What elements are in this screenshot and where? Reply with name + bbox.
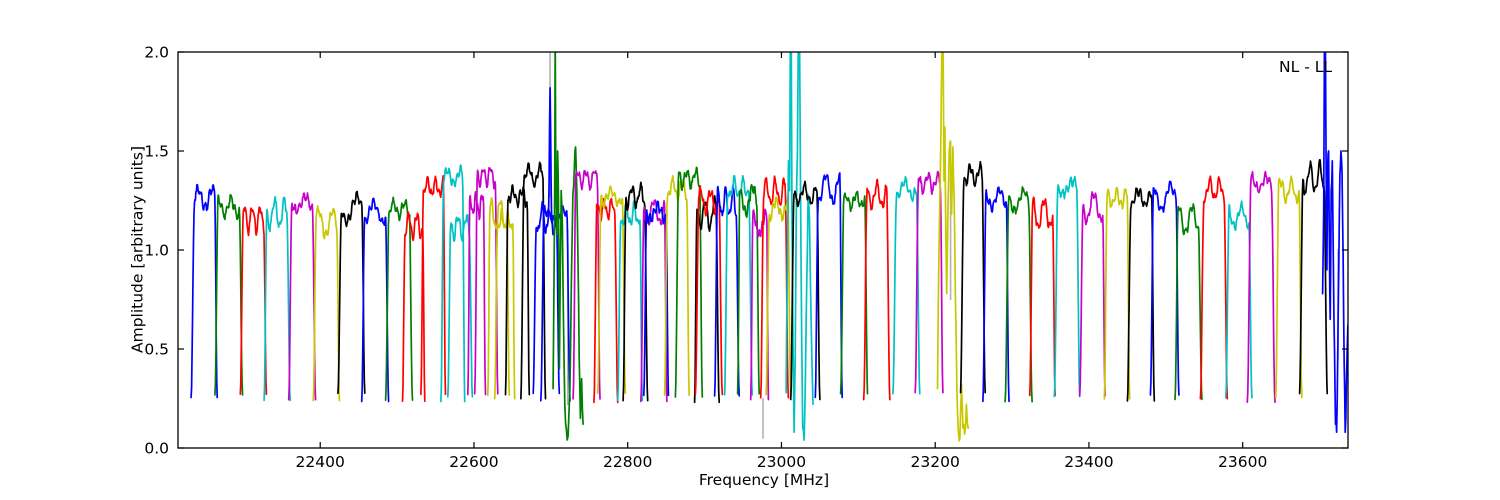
y-tick-label: 1.5 [144, 143, 169, 161]
subband-curve [1028, 196, 1056, 397]
subband-curve [1004, 186, 1033, 403]
x-tick-label: 23000 [757, 453, 806, 471]
subband-curve [446, 214, 474, 398]
subband-curve [1174, 203, 1203, 401]
x-tick-label: 23200 [911, 453, 960, 471]
subband-curve [440, 164, 466, 403]
subband-curve [749, 208, 770, 401]
subband-curve [1053, 175, 1081, 398]
subband-curve [360, 197, 390, 403]
subband-curve [839, 190, 869, 395]
subband-curve [539, 204, 571, 402]
subband-curve [239, 206, 268, 396]
y-tick-label: 0.5 [144, 341, 169, 359]
subband-curve [214, 193, 244, 396]
subband-curve [1298, 158, 1329, 395]
subband-curve [287, 192, 317, 401]
x-axis-label: Frequency [MHz] [698, 471, 830, 489]
subband-curve [759, 175, 790, 399]
subband-curve [1126, 187, 1156, 402]
subband-curve [190, 183, 219, 399]
subband-curve [1103, 186, 1131, 400]
subband-curve [642, 200, 670, 397]
subband-curve [1078, 191, 1106, 397]
subband-curve [1224, 200, 1253, 399]
subband-curve [312, 204, 341, 402]
subband-curve [785, 52, 814, 441]
subband-curve [765, 195, 792, 396]
subband-curve [982, 186, 1010, 403]
subband-curve [814, 172, 844, 399]
subband-curve [520, 161, 547, 400]
subband-curve [862, 178, 891, 401]
subband-curve [914, 170, 944, 394]
subband-curve [596, 185, 627, 395]
subband-curve [1321, 52, 1348, 434]
subband-curve [1149, 180, 1180, 396]
subband-curve [959, 160, 987, 394]
subband-curve [736, 184, 761, 395]
subband-curve [1199, 175, 1229, 400]
subband-curve [552, 52, 584, 441]
subband-curve [622, 181, 649, 402]
subband-curve [936, 52, 970, 442]
subband-curve [674, 166, 704, 398]
x-tick-label: 23400 [1064, 453, 1113, 471]
subband-curve [1274, 175, 1303, 399]
x-tick-label: 22800 [603, 453, 652, 471]
subband-curve [401, 211, 426, 403]
subband-curve [572, 169, 601, 400]
subband-curve [263, 195, 292, 402]
subband-curve [616, 200, 644, 402]
y-tick-label: 0.0 [144, 440, 169, 458]
axis-ticks [178, 51, 1348, 449]
subband-curve [593, 197, 619, 404]
subband-curve [789, 180, 821, 401]
subband-curve [663, 174, 691, 397]
subband-curve [420, 175, 447, 396]
subband-curve [473, 166, 499, 395]
subband-curve [892, 175, 921, 395]
y-tick-label: 2.0 [144, 44, 169, 62]
subband-curve [1246, 170, 1276, 404]
spectrum-curves [190, 52, 1348, 442]
subband-curve [384, 196, 414, 401]
subband-curve [504, 184, 531, 396]
subband-curve [337, 190, 366, 395]
x-tick-label: 22600 [449, 453, 498, 471]
subband-curve [493, 207, 516, 400]
station-polarization-label: NL - LL [1279, 58, 1332, 76]
subband-curve [723, 174, 754, 396]
x-tick-label: 23600 [1218, 453, 1267, 471]
y-tick-label: 1.0 [144, 242, 169, 260]
x-tick-label: 22400 [296, 453, 345, 471]
y-axis-label: Amplitude [arbitrary units] [128, 146, 147, 354]
